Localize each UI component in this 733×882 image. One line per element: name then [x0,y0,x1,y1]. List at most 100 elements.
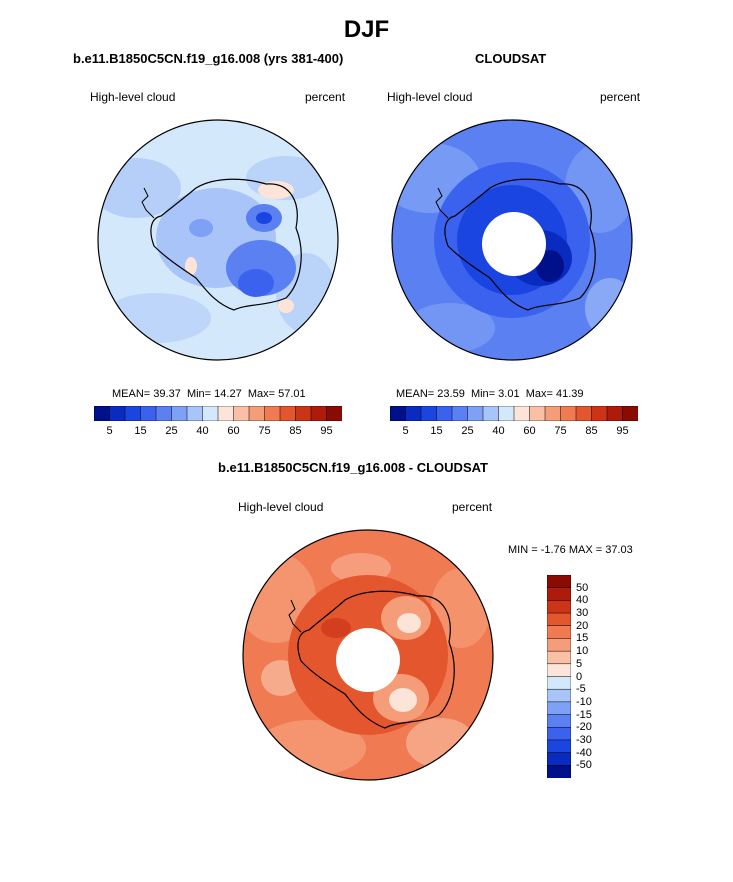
obs-colorbar-tick-label: 75 [554,425,567,437]
model-colorbar-swatch [109,406,126,421]
diff-colorbar-swatch [547,638,571,652]
model-colorbar-swatch [233,406,250,421]
obs-colorbar-swatch [467,406,484,421]
diff-colorbar-tick-label: 50 [576,581,589,594]
model-colorbar-swatch [124,406,142,421]
model-colorbar-swatch [155,406,173,421]
diff-colorbar-tick-label: 0 [576,670,583,683]
diff-colorbar-tick-label: -5 [576,683,586,696]
obs-colorbar-swatch [591,406,608,421]
obs-colorbar-swatch [529,406,546,421]
obs-polar-map [391,119,633,361]
diff-colorbar-tick-label: -30 [576,733,592,746]
diff-colorbar-tick-label: 20 [576,619,589,632]
obs-units-label: percent [600,90,641,104]
model-colorbar-tick-label: 85 [289,425,302,437]
obs-colorbar-tick-label: 85 [585,425,598,437]
diff-panel-title: b.e11.B1850C5CN.f19_g16.008 - CLOUDSAT [218,460,488,475]
model-map-border [97,119,339,361]
model-colorbar-tick-label: 40 [196,425,209,437]
model-colorbar-tick-label: 25 [165,425,178,437]
diff-colorbar-swatch [547,587,571,601]
diff-colorbar-tick-label: 40 [576,594,589,607]
diff-colorbar-labels: 50 40 30 20 15 10 5 0 -5 -10 -15 -20 -30 -40 -50 [576,575,616,778]
obs-antarctica-outline [444,178,596,311]
obs-colorbar-swatch [513,406,531,421]
obs-stats: MEAN= 23.59 Min= 3.01 Max= 41.39 [396,388,584,400]
obs-colorbar-swatch [420,406,438,421]
diff-colorbar-swatch [547,650,571,665]
obs-colorbar-swatch [436,406,453,421]
model-colorbar-swatch [264,406,281,421]
diff-colorbar-tick-label: -15 [576,708,592,721]
model-colorbar-tick-label: 75 [258,425,271,437]
model-colorbar-swatch [279,406,297,421]
obs-map-border [391,119,633,361]
diff-units-label: percent [452,500,493,514]
model-colorbar-swatch [217,406,235,421]
diff-colorbar-tick-label: 30 [576,607,589,620]
obs-colorbar-swatch [575,406,593,421]
obs-colorbar-swatch [482,406,500,421]
model-colorbar-swatch [310,406,328,421]
diff-colorbar-tick-label: 5 [576,657,583,670]
obs-colorbar-swatch [622,406,638,421]
obs-colorbar-swatch [560,406,577,421]
diff-colorbar-swatch [547,701,571,716]
diff-variable-label: High-level cloud [238,500,324,514]
obs-colorbar-swatch [498,406,515,421]
model-polar-map [97,119,339,361]
diff-colorbar-swatch [547,752,571,766]
diff-colorbar-swatch [547,714,571,728]
model-colorbar-swatch [94,406,111,421]
obs-colorbar-tick-label: 15 [430,425,443,437]
diff-pole-mask [336,628,400,692]
model-colorbar-labels: 5 15 25 40 60 75 85 95 [94,425,342,439]
model-colorbar-tick-label: 15 [134,425,147,437]
model-colorbar-tick-label: 60 [227,425,240,437]
model-panel-title: b.e11.B1850C5CN.f19_g16.008 (yrs 381-400… [73,51,344,66]
diff-colorbar-tick-label: -10 [576,695,592,708]
model-colorbar [94,406,342,421]
diff-colorbar-swatch [547,676,571,690]
model-antarctica-outline [150,178,302,311]
diff-colorbar-swatch [547,625,571,639]
diff-colorbar-tick-label: 15 [576,632,589,645]
model-colorbar-swatch [186,406,204,421]
obs-colorbar-tick-label: 5 [402,425,409,437]
obs-colorbar-tick-label: 60 [523,425,536,437]
diff-colorbar-tick-label: -50 [576,759,592,772]
obs-colorbar-tick-label: 40 [492,425,505,437]
diff-colorbar-tick-label: 10 [576,645,589,658]
model-colorbar-swatch [326,406,342,421]
obs-variable-label: High-level cloud [387,90,473,104]
model-colorbar-swatch [248,406,266,421]
model-stats: MEAN= 39.37 Min= 14.27 Max= 57.01 [112,388,306,400]
diff-colorbar-swatch [547,600,571,614]
diff-colorbar-swatch [547,688,571,703]
model-colorbar-tick-label: 95 [320,425,333,437]
diff-colorbar-swatch [547,612,571,627]
obs-colorbar-labels: 5 15 25 40 60 75 85 95 [390,425,638,439]
obs-panel-title: CLOUDSAT [475,51,547,66]
diff-colorbar-swatch [547,663,571,678]
diff-colorbar-swatch [547,727,571,741]
diff-colorbar-swatch [547,765,571,778]
obs-colorbar-tick-label: 95 [616,425,629,437]
obs-colorbar-swatch [451,406,469,421]
diff-antarctica-outline [297,590,455,729]
model-colorbar-swatch [202,406,219,421]
model-colorbar-swatch [140,406,157,421]
model-colorbar-tick-label: 5 [106,425,113,437]
obs-colorbar [390,406,638,421]
diff-colorbar-swatch [547,739,571,754]
diff-colorbar-swatch [547,575,571,589]
obs-colorbar-swatch [390,406,407,421]
diff-colorbar [547,575,571,778]
diff-minmax: MIN = -1.76 MAX = 37.03 [508,544,633,556]
obs-colorbar-swatch [544,406,562,421]
model-units-label: percent [305,90,346,104]
model-variable-label: High-level cloud [90,90,176,104]
diff-colorbar-tick-label: -40 [576,746,592,759]
obs-colorbar-tick-label: 25 [461,425,474,437]
